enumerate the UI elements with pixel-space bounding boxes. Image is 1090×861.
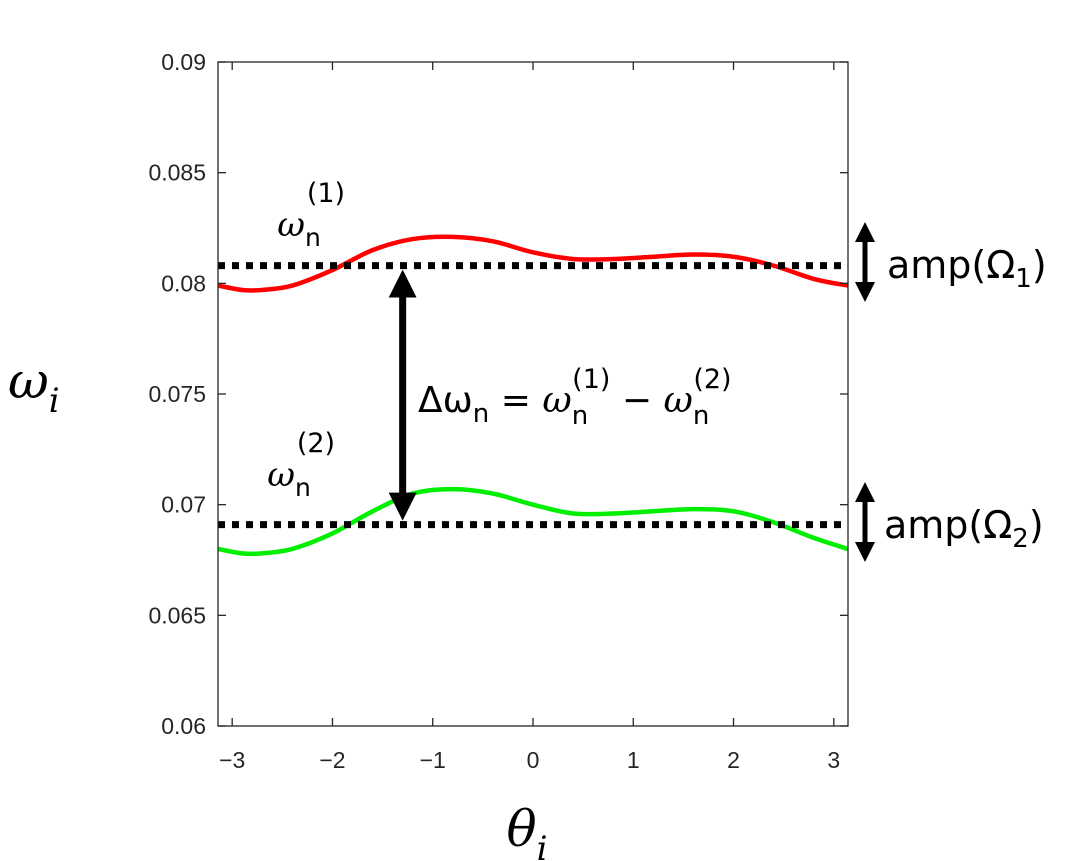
y-tick-label: 0.09	[161, 49, 206, 75]
x-tick-label: 3	[827, 747, 840, 773]
delta-omega-equation: Δωn = ωn(1) − ωn(2)	[418, 364, 732, 431]
series-2-line	[217, 486, 849, 557]
amp-omega-2-label: amp(Ω2)	[884, 503, 1044, 554]
y-axis-label: ωi	[8, 352, 60, 421]
amp-omega-1-label: amp(Ω1)	[887, 243, 1047, 294]
x-axis: −3 −2 −1 0 1 2 3	[219, 62, 840, 773]
reference-lines	[218, 262, 848, 529]
y-tick-label: 0.065	[148, 602, 206, 628]
y-tick-label: 0.085	[148, 160, 206, 186]
y-tick-label: 0.075	[148, 381, 206, 407]
y-tick-label: 0.08	[161, 270, 206, 296]
omega-n-2-label: ωn(2)	[267, 428, 335, 502]
x-tick-label: 2	[727, 747, 740, 773]
omega-n-1-label: ωn(1)	[277, 178, 345, 252]
x-tick-label: 1	[627, 747, 640, 773]
x-axis-label: θi	[507, 800, 548, 861]
x-tick-label: −2	[319, 747, 345, 773]
y-tick-label: 0.06	[161, 713, 206, 739]
x-tick-label: −3	[219, 747, 245, 773]
y-axis: 0.06 0.065 0.07 0.075 0.08 0.085 0.09	[148, 49, 848, 739]
x-tick-label: −1	[420, 747, 446, 773]
series-layer	[217, 234, 849, 557]
y-tick-label: 0.07	[161, 492, 206, 518]
series-1-line	[217, 234, 849, 293]
x-tick-label: 0	[527, 747, 540, 773]
